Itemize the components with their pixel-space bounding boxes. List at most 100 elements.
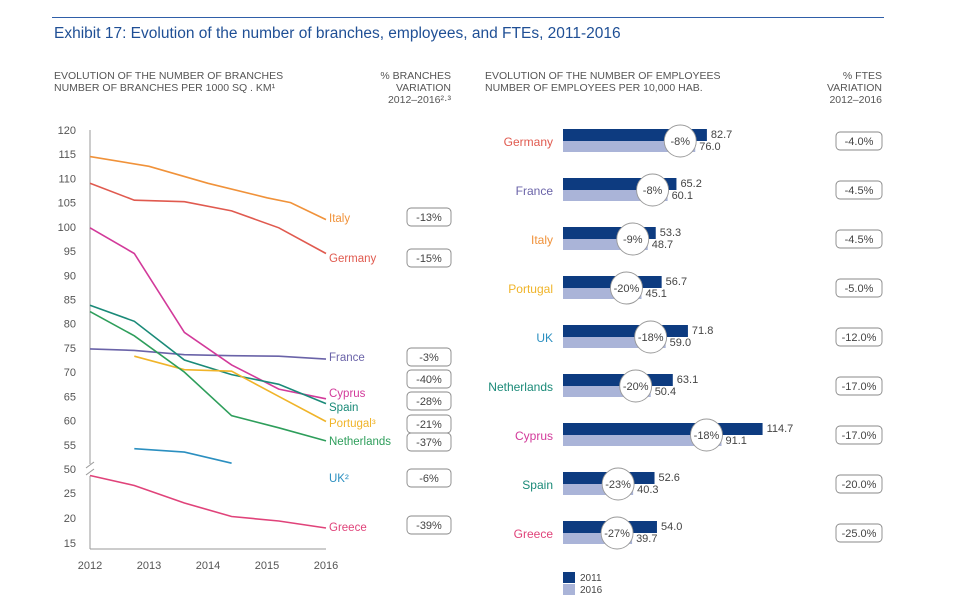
series-label-netherlands: Netherlands [329, 436, 391, 448]
value-2016-greece: 39.7 [636, 533, 657, 545]
series-label-spain: Spain [329, 402, 358, 414]
change-label-portugal: -20% [614, 283, 640, 295]
branch-variation-uk: -6% [419, 473, 439, 485]
employees-title: EVOLUTION OF THE NUMBER OF EMPLOYEES [485, 70, 721, 82]
y-tick-label: 15 [64, 538, 76, 550]
branches-title: EVOLUTION OF THE NUMBER OF BRANCHES [54, 70, 284, 82]
y-tick-label: 50 [64, 464, 76, 476]
y-tick-label: 120 [58, 125, 76, 137]
y-tick-label: 85 [64, 295, 76, 307]
fte-variation-box [835, 229, 883, 249]
x-tick-label: 2013 [137, 560, 161, 572]
line-series-cyprus [89, 227, 327, 400]
branch-variation-germany: -15% [416, 253, 442, 265]
series-label-greece: Greece [329, 522, 367, 534]
bar-category-portugal: Portugal [508, 282, 553, 296]
y-tick-label: 55 [64, 440, 76, 452]
bar-category-uk: UK [536, 331, 553, 345]
value-2011-germany: 82.7 [711, 129, 732, 141]
value-2016-portugal: 45.1 [645, 288, 666, 300]
bar-category-cyprus: Cyprus [515, 429, 553, 443]
legend-label-2016: 2016 [580, 585, 603, 596]
branch-variation-box [406, 248, 452, 268]
fte-variation-greece: -25.0% [842, 528, 877, 540]
line-series-germany [89, 182, 327, 255]
y-tick-label: 25 [64, 488, 76, 500]
series-label-portugal: Portugal³ [329, 418, 376, 430]
value-2011-netherlands: 63.1 [677, 374, 698, 386]
series-label-cyprus: Cyprus [329, 388, 366, 400]
fte-variation-netherlands: -17.0% [842, 381, 877, 393]
change-label-cyprus: -18% [694, 430, 720, 442]
fte-variation-box [835, 474, 883, 494]
x-tick-label: 2012 [78, 560, 102, 572]
value-2016-italy: 48.7 [652, 239, 673, 251]
y-tick-label: 65 [64, 391, 76, 403]
bar-category-france: France [516, 184, 554, 198]
value-2011-france: 65.2 [680, 178, 701, 190]
bar-2011-uk [563, 325, 688, 337]
fte-variation-box [835, 180, 883, 200]
fte-variation-box [835, 376, 883, 396]
legend-swatch-2011 [563, 572, 575, 583]
change-circle [690, 418, 723, 452]
change-circle [601, 467, 635, 501]
branch-variation-box [406, 347, 452, 367]
axis-break-mark [85, 468, 95, 476]
branches-variation-title-1: % BRANCHES [380, 70, 451, 82]
employees-header: EVOLUTION OF THE NUMBER OF EMPLOYEES NUM… [485, 70, 721, 94]
y-tick-label: 100 [58, 222, 76, 234]
title-rule [52, 17, 884, 18]
change-circle [600, 516, 634, 550]
fte-variation-spain: -20.0% [842, 479, 877, 491]
fte-variation-box [835, 523, 883, 543]
branch-variation-italy: -13% [416, 212, 442, 224]
y-tick-label: 115 [58, 149, 76, 161]
change-circle [663, 124, 697, 158]
axis-break-mark [85, 461, 95, 469]
series-label-france: France [329, 352, 365, 364]
y-tick-label: 110 [58, 173, 76, 185]
line-series-uk [134, 447, 232, 464]
value-2016-uk: 59.0 [670, 337, 691, 349]
fte-variation-box [835, 131, 883, 151]
change-circle [636, 173, 670, 207]
y-tick-label: 75 [64, 343, 76, 355]
y-tick-label: 60 [64, 416, 76, 428]
series-label-italy: Italy [329, 213, 350, 225]
y-tick-label: 90 [64, 270, 76, 282]
fte-variation-cyprus: -17.0% [842, 430, 877, 442]
bar-2011-netherlands [563, 374, 673, 386]
fte-variation-title-3: 2012–2016 [829, 94, 882, 106]
y-tick-label: 70 [64, 367, 76, 379]
bar-2011-cyprus [563, 423, 763, 435]
value-2016-france: 60.1 [672, 190, 693, 202]
change-label-france: -8% [643, 185, 663, 197]
line-series-france [89, 348, 327, 360]
employees-subtitle: NUMBER OF EMPLOYEES PER 10,000 HAB. [485, 82, 703, 94]
bar-category-spain: Spain [522, 478, 553, 492]
branch-variation-greece: -39% [416, 520, 442, 532]
branch-variation-box [406, 391, 452, 411]
fte-variation-title-2: VARIATION [826, 82, 882, 94]
branches-variation-title-3: 2012–2016²·³ [387, 94, 451, 106]
bar-category-netherlands: Netherlands [488, 380, 553, 394]
bar-category-greece: Greece [514, 527, 554, 541]
bar-category-germany: Germany [504, 135, 553, 149]
exhibit-title: Exhibit 17: Evolution of the number of b… [54, 25, 621, 42]
legend-swatch-2016 [563, 584, 575, 595]
fte-variation-portugal: -5.0% [845, 283, 874, 295]
line-series-greece [89, 474, 327, 529]
branch-variation-box [406, 432, 452, 452]
fte-variation-box [835, 425, 883, 445]
fte-variation-box [835, 278, 883, 298]
branches-header: EVOLUTION OF THE NUMBER OF BRANCHES NUMB… [54, 70, 283, 94]
change-circle [619, 369, 653, 403]
line-series-portugal [134, 355, 327, 423]
x-tick-label: 2014 [196, 560, 220, 572]
branch-variation-box [406, 207, 452, 227]
value-2016-spain: 40.3 [637, 484, 658, 496]
series-label-uk: UK² [329, 473, 349, 485]
line-series-netherlands [89, 310, 327, 442]
line-series-italy [89, 155, 327, 221]
